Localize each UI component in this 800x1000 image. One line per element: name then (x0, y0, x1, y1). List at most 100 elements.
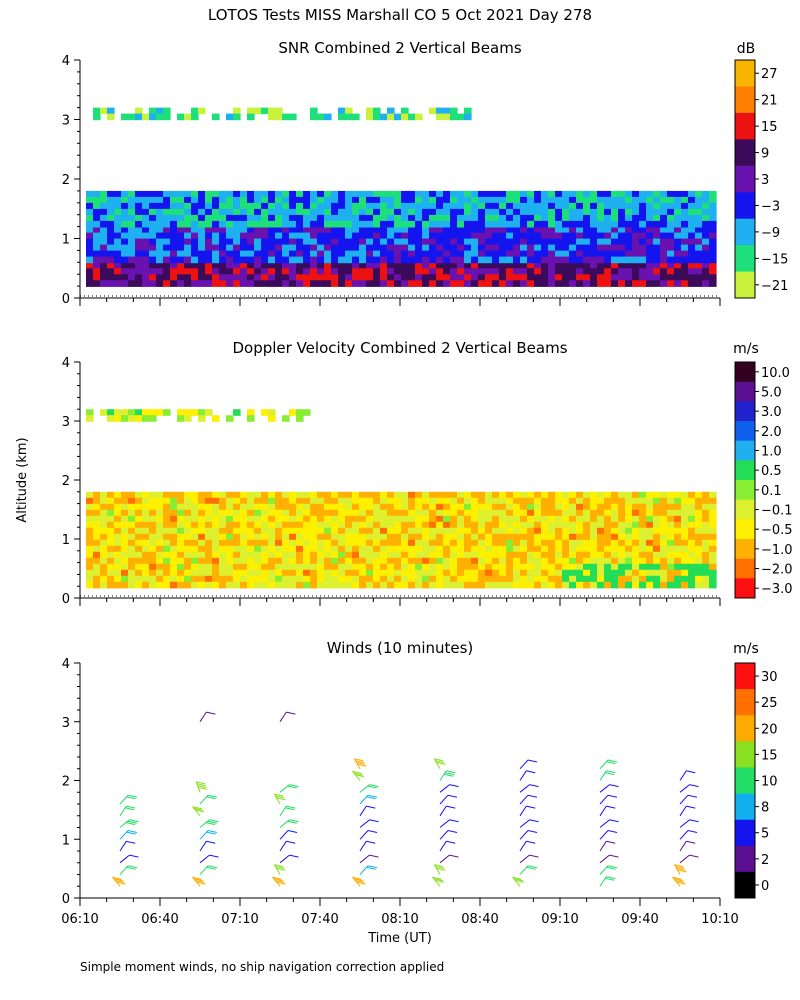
heatmap-cell (471, 509, 479, 517)
heatmap-cell (233, 244, 241, 252)
heatmap-cell (121, 497, 129, 505)
wind-barb-flag (369, 854, 379, 858)
heatmap-cell (625, 208, 633, 216)
heatmap-cell (366, 551, 374, 559)
heatmap-cell (534, 232, 542, 240)
heatmap-cell (261, 509, 269, 517)
heatmap-cell (163, 220, 171, 228)
heatmap-cell (695, 539, 703, 547)
heatmap-cell (464, 509, 472, 517)
heatmap-cell (478, 274, 486, 281)
heatmap-cell (275, 202, 283, 210)
heatmap-cell (352, 190, 360, 198)
heatmap-cell (681, 226, 689, 234)
wind-barb-flag (206, 840, 216, 844)
heatmap-cell (107, 107, 115, 115)
heatmap-cell (667, 581, 675, 589)
heatmap-cell (310, 515, 318, 523)
heatmap-cell (163, 274, 171, 281)
heatmap-cell (429, 262, 437, 269)
wind-barb-flag (607, 794, 618, 798)
heatmap-cell (429, 563, 437, 571)
heatmap-cell (646, 539, 654, 547)
heatmap-cell (142, 521, 150, 529)
heatmap-cell (695, 533, 703, 541)
heatmap-cell (205, 226, 213, 234)
heatmap-cell (695, 545, 703, 553)
heatmap-cell (366, 527, 374, 535)
heatmap-cell (310, 250, 318, 258)
wind-barb-flag (367, 794, 378, 798)
heatmap-cell (702, 533, 710, 541)
heatmap-cell (408, 196, 416, 204)
heatmap-cell (282, 491, 290, 499)
heatmap-cell (604, 280, 612, 287)
heatmap-cell (240, 551, 248, 559)
heatmap-cell (709, 491, 717, 499)
heatmap-cell (338, 256, 346, 264)
wind-barb-flag (197, 785, 207, 788)
heatmap-cell (576, 250, 584, 258)
heatmap-cell (345, 214, 353, 222)
heatmap-cell (317, 503, 325, 511)
heatmap-cell (590, 551, 598, 559)
heatmap-cell (282, 509, 290, 517)
heatmap-cell (639, 208, 647, 216)
heatmap-cell (289, 274, 297, 281)
heatmap-cell (212, 208, 220, 216)
heatmap-cell (597, 256, 605, 264)
heatmap-cell (429, 238, 437, 246)
heatmap-cell (198, 409, 206, 416)
heatmap-cell (401, 262, 409, 269)
heatmap-cell (282, 250, 290, 258)
heatmap-cell (373, 509, 381, 517)
heatmap-cell (464, 575, 472, 583)
colorbar-label: 15 (761, 748, 778, 763)
heatmap-cell (436, 491, 444, 499)
heatmap-cell (142, 244, 150, 252)
heatmap-cell (394, 539, 402, 547)
heatmap-cell (310, 190, 318, 198)
heatmap-cell (443, 527, 451, 535)
heatmap-cell (191, 569, 199, 577)
wind-barb-flag (686, 770, 696, 774)
heatmap-cell (408, 190, 416, 198)
heatmap-cell (555, 196, 563, 204)
heatmap-cell (303, 539, 311, 547)
heatmap-cell (247, 274, 255, 281)
heatmap-cell (394, 238, 402, 246)
heatmap-cell (107, 113, 115, 121)
doppler-panel-title: Doppler Velocity Combined 2 Vertical Bea… (232, 339, 567, 357)
wind-barb-shaft (519, 784, 530, 793)
heatmap-cell (93, 232, 101, 240)
heatmap-cell (520, 569, 528, 577)
heatmap-cell (562, 256, 570, 264)
heatmap-cell (275, 190, 283, 198)
heatmap-cell (485, 551, 493, 559)
heatmap-cell (135, 190, 143, 198)
heatmap-cell (401, 250, 409, 258)
heatmap-cell (527, 232, 535, 240)
heatmap-cell (436, 226, 444, 234)
heatmap-cell (632, 232, 640, 240)
heatmap-cell (429, 274, 437, 281)
heatmap-cell (226, 274, 234, 281)
colorbar-label: −21 (761, 279, 788, 294)
heatmap-cell (646, 533, 654, 541)
heatmap-cell (128, 545, 136, 553)
heatmap-cell (317, 256, 325, 264)
heatmap-cell (114, 509, 122, 517)
heatmap-cell (191, 533, 199, 541)
heatmap-cell (359, 545, 367, 553)
heatmap-cell (107, 503, 115, 511)
heatmap-cell (429, 527, 437, 535)
heatmap-cell (688, 503, 696, 511)
heatmap-cell (198, 232, 206, 240)
heatmap-cell (352, 509, 360, 517)
wind-barb-shaft (199, 841, 207, 852)
heatmap-cell (184, 563, 192, 571)
heatmap-cell (499, 575, 507, 583)
heatmap-cell (373, 190, 381, 198)
heatmap-cell (569, 521, 577, 529)
heatmap-cell (233, 527, 241, 535)
